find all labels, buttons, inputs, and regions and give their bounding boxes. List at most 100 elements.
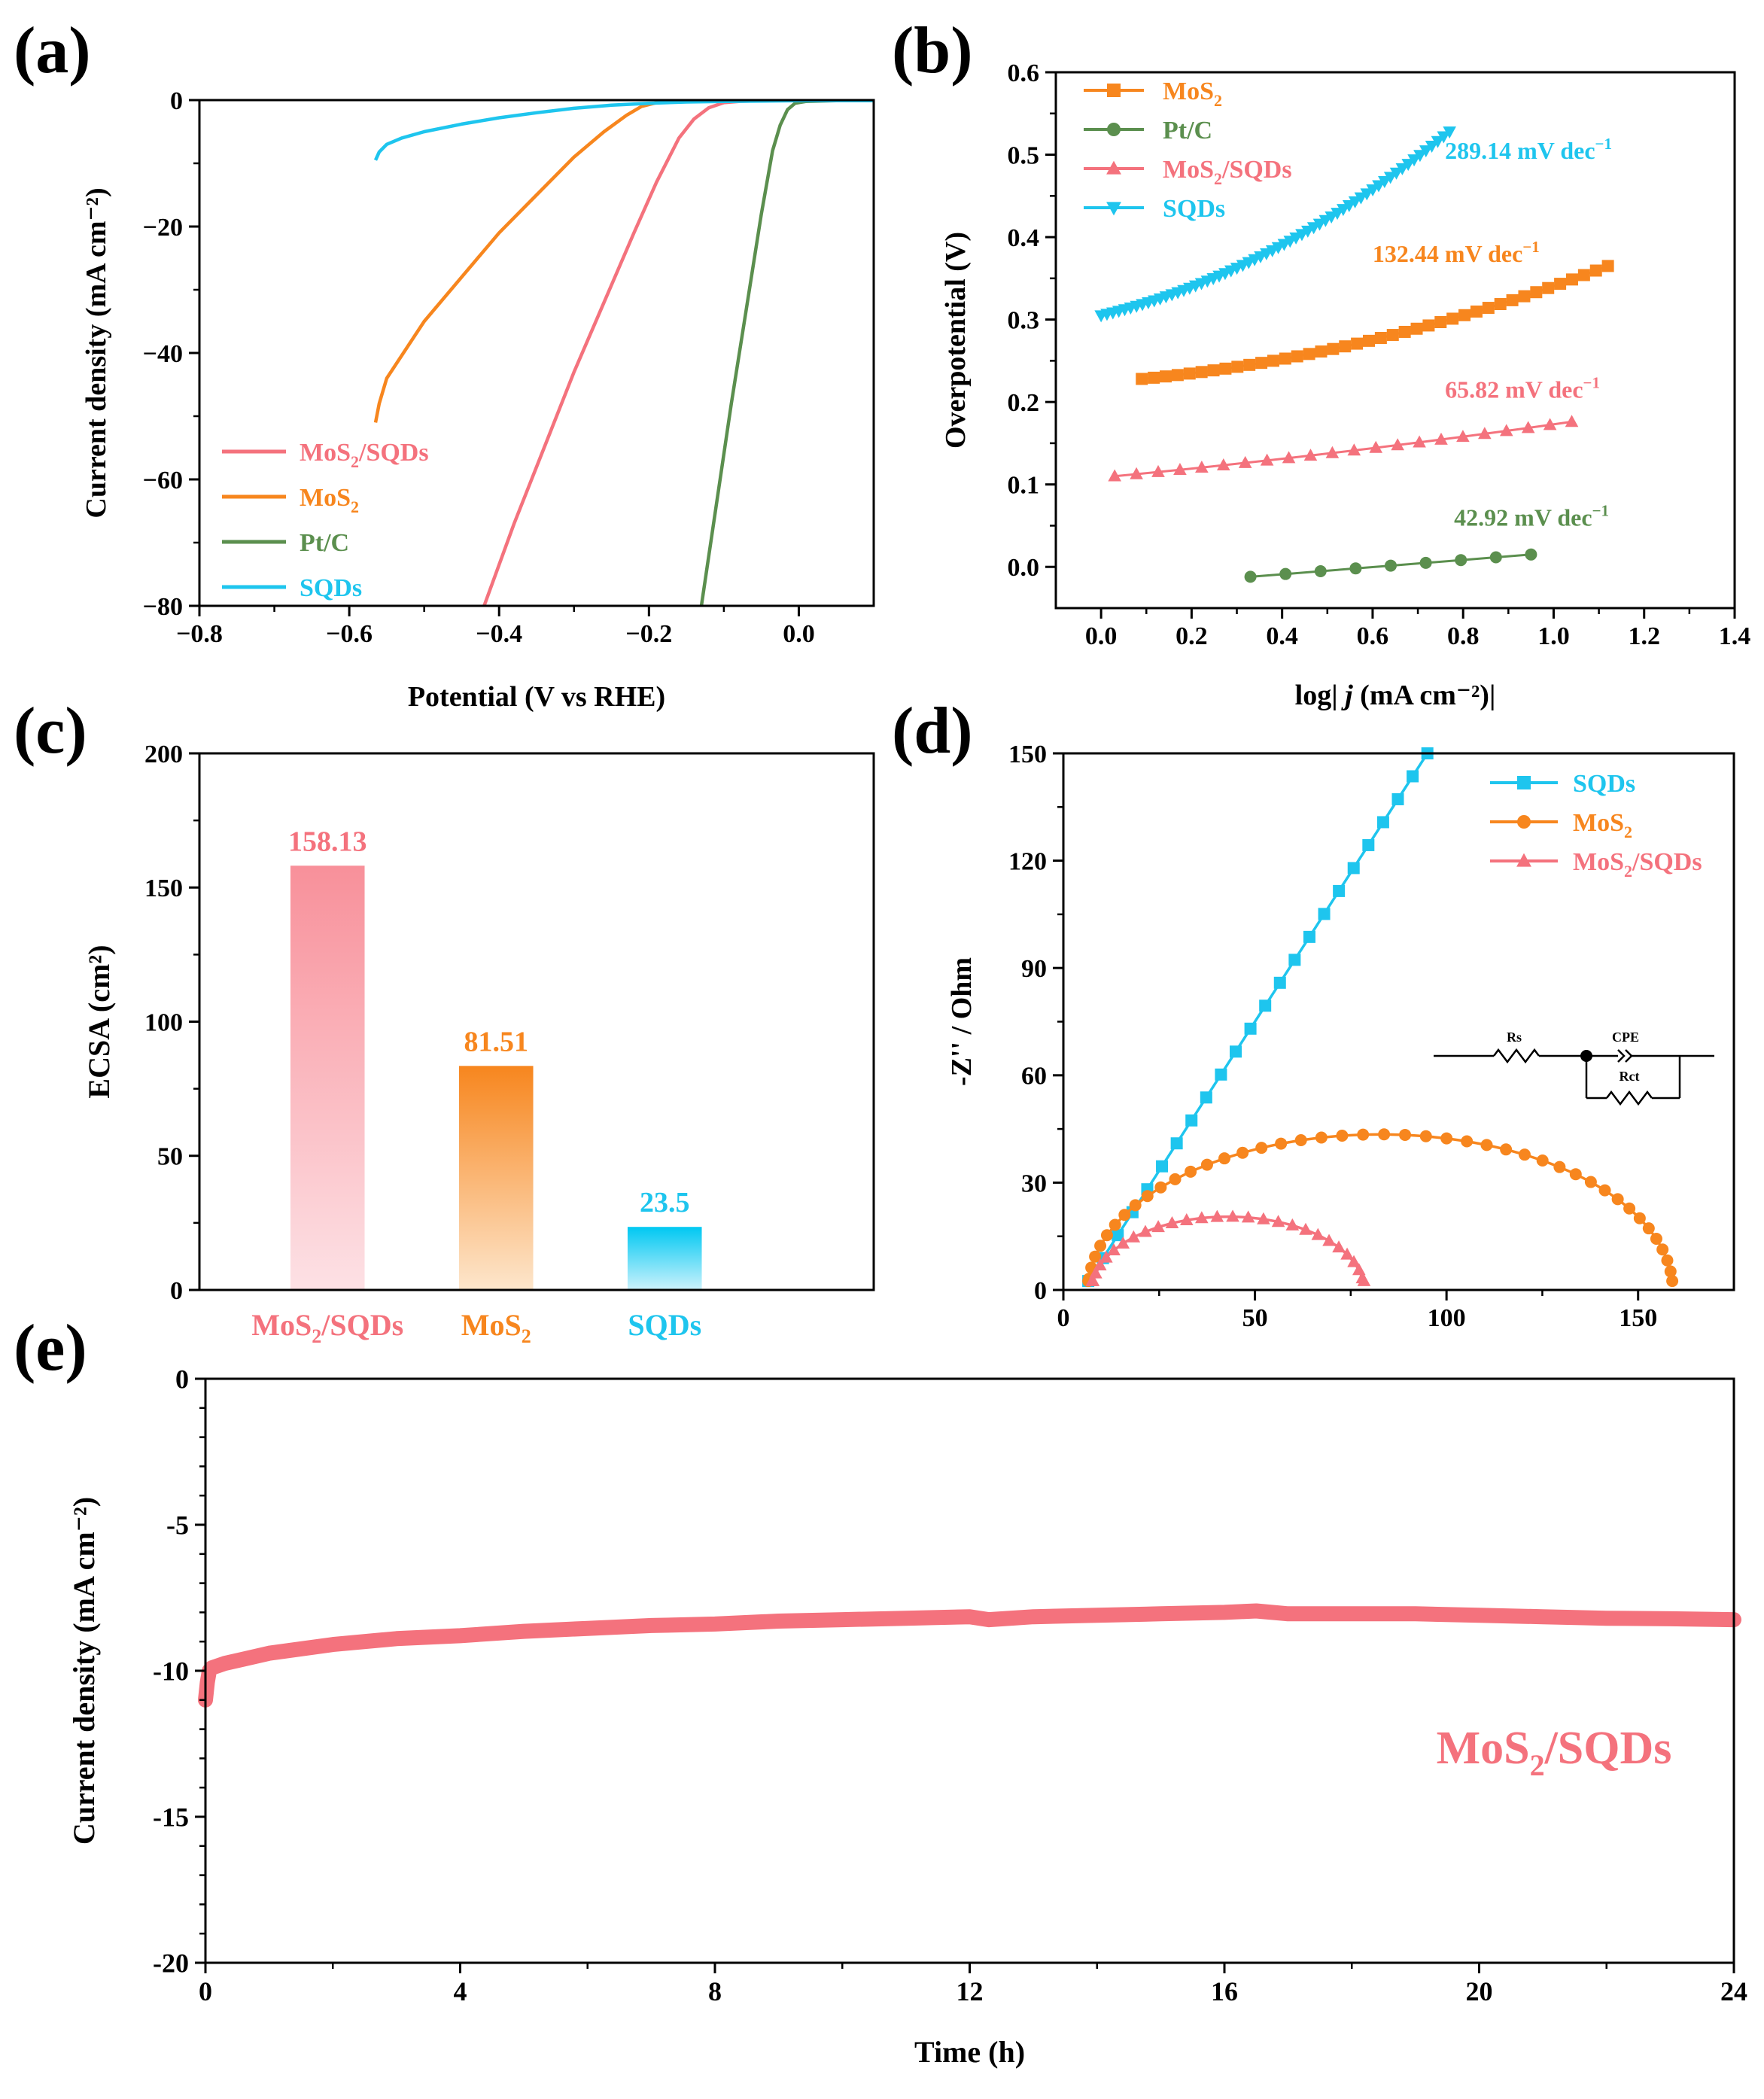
data-point-mos2 xyxy=(1577,269,1590,281)
data-point-mos2 xyxy=(1255,357,1268,370)
legend-label-sqds: SQDs xyxy=(300,574,362,602)
data-point-mos2 xyxy=(1530,286,1543,299)
data-point-mos2-sqds xyxy=(1282,451,1296,464)
panel-b-xtick-label: 1.2 xyxy=(1628,622,1660,650)
data-point-mos2 xyxy=(1398,325,1411,338)
panel-a-xtick-label: −0.2 xyxy=(625,620,672,648)
data-point-mos2 xyxy=(1378,1128,1391,1141)
data-point-mos2-sqds xyxy=(1238,455,1252,468)
data-point-mos2-sqds xyxy=(1340,1247,1354,1260)
legend-label-mos2-sqds: MoS2/SQDs xyxy=(300,439,429,471)
panel-b-xtick-label: 0.4 xyxy=(1266,622,1298,650)
data-point-mos2-sqds xyxy=(1347,443,1361,456)
data-point-sqds xyxy=(1401,159,1416,172)
panel-d-ytick-label: 60 xyxy=(1021,1063,1047,1091)
data-point-sqds xyxy=(1391,792,1404,805)
data-point-mos2 xyxy=(1267,354,1279,367)
data-point-mos2 xyxy=(1500,1143,1513,1156)
legend-label-mos2: MoS2 xyxy=(1573,809,1632,841)
data-point-mos2-sqds xyxy=(1565,415,1579,427)
panel-e: (e) 0 4 8 12 16 20 24 -20 -15 -10 -5 0 Time (h) Curren… xyxy=(14,1312,1747,2069)
panel-d: (d) 0 50 100 150 0 30 60 90 120 150 -Z'' / Ohm SQDs M… xyxy=(892,695,1735,1332)
data-point-mos2 xyxy=(1565,273,1578,286)
panel-d-ylabel: -Z'' / Ohm xyxy=(946,957,978,1086)
category-label-mos2: MoS2 xyxy=(461,1308,531,1347)
data-point-mos2-sqds xyxy=(1347,1255,1361,1267)
data-point-mos2-sqds xyxy=(1210,1209,1224,1222)
data-point-mos2 xyxy=(1419,1130,1432,1142)
category-label-sqds: SQDs xyxy=(628,1308,701,1342)
data-point-sqds xyxy=(1347,862,1360,875)
data-point-mos2 xyxy=(1440,1132,1453,1145)
data-point-mos2-sqds xyxy=(1303,449,1318,461)
panel-b-ytick-label: 0.4 xyxy=(1008,224,1040,252)
data-point-mos2 xyxy=(1458,309,1471,321)
data-point-sqds xyxy=(1395,163,1410,175)
data-point-sqds xyxy=(1413,150,1427,163)
legend-label-sqds: SQDs xyxy=(1163,195,1225,223)
data-point-mos2 xyxy=(1569,1168,1582,1181)
panel-e-xtick-label: 4 xyxy=(454,1976,467,2006)
panel-e-xtick-label: 12 xyxy=(957,1976,984,2006)
data-point-mos2 xyxy=(1494,298,1507,311)
data-point-mos2 xyxy=(1661,1254,1674,1267)
circuit-label-cpe: CPE xyxy=(1612,1030,1639,1045)
data-point-mos2-sqds xyxy=(1151,464,1165,477)
data-point-mos2 xyxy=(1362,334,1375,347)
data-point-mos2 xyxy=(1518,1148,1531,1161)
data-point-mos2-sqds xyxy=(1260,453,1274,466)
data-point-mos2 xyxy=(1219,362,1232,375)
data-point-pt-c xyxy=(1525,548,1537,561)
data-point-mos2 xyxy=(1154,1181,1167,1194)
data-point-sqds xyxy=(1362,838,1375,851)
data-point-sqds xyxy=(1318,908,1331,920)
panel-label-a: (a) xyxy=(14,14,91,87)
panel-c-ytick-label: 150 xyxy=(144,875,183,902)
data-point-mos2-sqds xyxy=(1322,1234,1336,1246)
data-point-mos2 xyxy=(1200,1158,1213,1171)
data-point-pt-c xyxy=(1384,559,1397,572)
panel-b-xtick-label: 0.2 xyxy=(1175,622,1208,650)
data-point-mos2-sqds xyxy=(1325,446,1340,458)
panel-a-ytick-label: 0 xyxy=(170,87,183,115)
data-point-mos2-sqds xyxy=(1165,1216,1179,1229)
data-point-mos2 xyxy=(1100,1229,1113,1242)
data-point-mos2-sqds xyxy=(1311,1227,1325,1240)
data-point-sqds xyxy=(1170,1137,1183,1150)
legend-marker-mos2 xyxy=(1517,815,1531,829)
data-point-mos2 xyxy=(1218,1152,1231,1165)
panel-a-ytick-label: −80 xyxy=(143,593,183,621)
bar-value-label-mos2: 81.51 xyxy=(464,1026,528,1057)
panel-e-xtick-label: 20 xyxy=(1466,1976,1493,2006)
data-point-mos2 xyxy=(1351,337,1364,350)
data-point-mos2-sqds xyxy=(1369,440,1383,453)
data-point-sqds xyxy=(1185,1114,1198,1127)
panel-c-ytick-label: 50 xyxy=(157,1143,183,1171)
data-point-pt-c xyxy=(1349,562,1362,575)
data-point-mos2-sqds xyxy=(1521,421,1535,433)
data-point-sqds xyxy=(1112,1229,1124,1242)
panel-e-ylabel: Current density (mA cm⁻²) xyxy=(67,1497,101,1845)
legend-label-mos2: MoS2 xyxy=(300,484,359,516)
data-point-sqds xyxy=(1200,1091,1212,1104)
panel-label-d: (d) xyxy=(892,695,973,768)
panel-a-xtick-label: −0.6 xyxy=(326,620,373,648)
legend-marker-mos2 xyxy=(1107,84,1121,97)
panel-e-xtick-label: 24 xyxy=(1720,1976,1747,2006)
panel-c: (c) 158.13 MoS2/SQDs 81.51 MoS2 23.5 SQDs 0 50 10… xyxy=(14,695,875,1347)
data-point-mos2 xyxy=(1589,264,1602,277)
panel-b: (b) 132.44 mV dec−1 42.92 mV dec−1 65.82 mV… xyxy=(892,14,1750,711)
data-point-mos2 xyxy=(1207,364,1220,377)
data-point-mos2-sqds xyxy=(1478,427,1492,440)
fit-line-mos2-sqds xyxy=(1115,420,1572,478)
data-point-mos2-sqds xyxy=(1413,435,1426,448)
slope-label-sqds: 289.14 mV dec−1 xyxy=(1445,135,1612,164)
data-point-mos2 xyxy=(1231,360,1244,373)
data-point-mos2 xyxy=(1482,302,1495,315)
panel-e-xtick-label: 8 xyxy=(708,1976,722,2006)
data-point-sqds xyxy=(1259,999,1272,1012)
data-point-pt-c xyxy=(1279,567,1292,580)
panel-b-xtick-label: 0.6 xyxy=(1357,622,1389,650)
data-point-mos2-sqds xyxy=(1434,432,1448,445)
legend-label-mos2: MoS2 xyxy=(1163,78,1222,110)
